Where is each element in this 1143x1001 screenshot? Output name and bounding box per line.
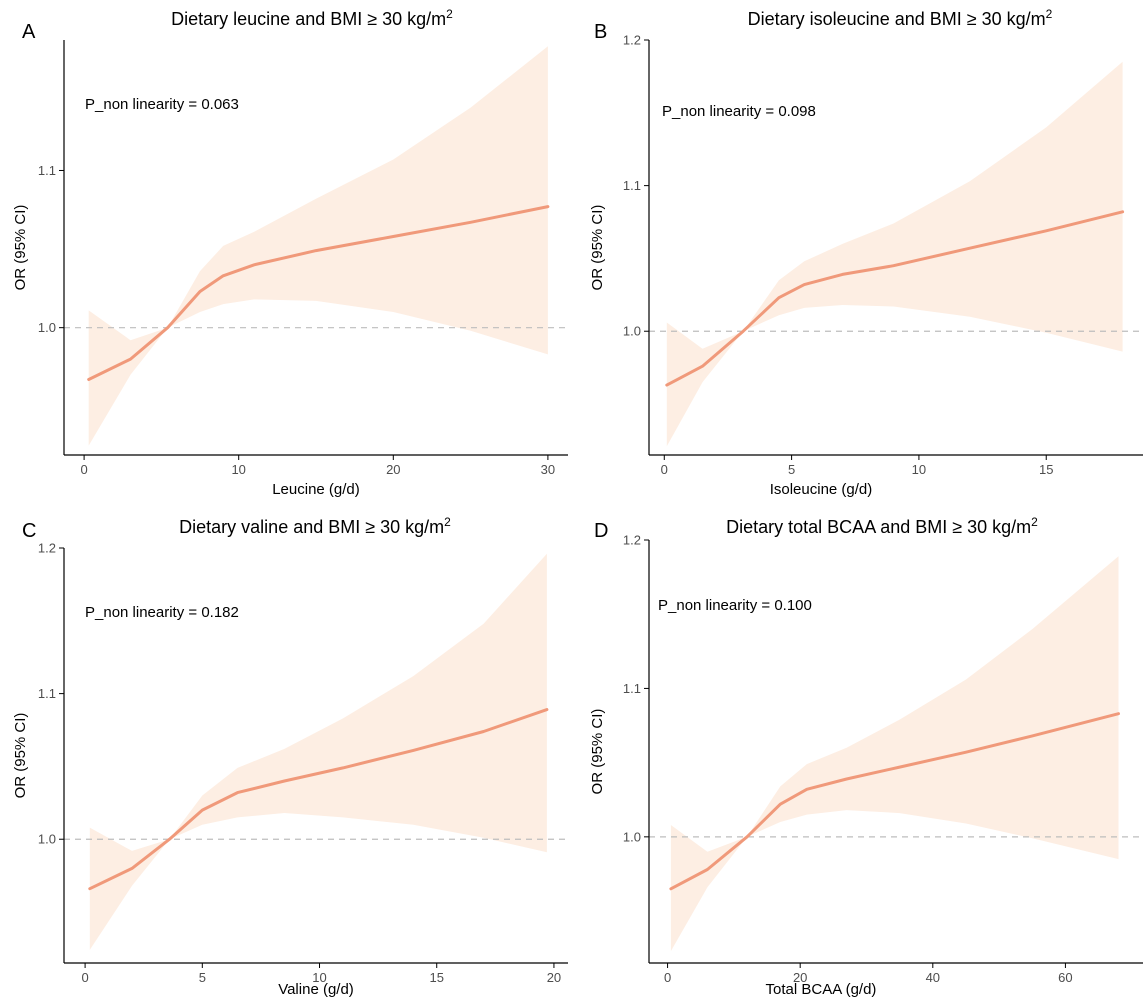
- panel-title-superscript: 2: [1031, 515, 1038, 529]
- panel-title: Dietary isoleucine and BMI ≥ 30 kg/m2: [748, 7, 1053, 29]
- panel-c: 0 5 10 15 20 1.0 1.1 1.2C Dietary valine and BMI…: [12, 515, 568, 998]
- x-tick-label: 60: [1058, 970, 1072, 985]
- panel-letter: C: [22, 520, 36, 542]
- confidence-band: [666, 61, 1123, 447]
- panel-b: 0 5 10 15 1.0 1.1 1.2 B Dietary isoleucine and B…: [589, 7, 1143, 498]
- x-axis-label: Leucine (g/d): [272, 481, 360, 498]
- panel-title-main: Dietary isoleucine and BMI ≥ 30 kg/m: [748, 9, 1046, 29]
- panel-letter: D: [594, 520, 608, 542]
- x-tick-label: 0: [80, 462, 87, 477]
- x-tick-label: 0: [664, 970, 671, 985]
- x-tick-label: 0: [661, 462, 668, 477]
- y-axis-label: OR (95% CI): [589, 709, 606, 795]
- y-tick-label: 1.0: [38, 320, 56, 335]
- confidence-band: [89, 553, 547, 950]
- x-axis-label: Total BCAA (g/d): [766, 981, 877, 998]
- x-tick-label: 20: [793, 970, 807, 985]
- y-tick-label: 1.2: [623, 33, 641, 48]
- or-line: [665, 210, 1125, 387]
- p-nonlinearity-annotation: P_non linearity = 0.098: [662, 103, 816, 120]
- panel-title: Dietary valine and BMI ≥ 30 kg/m2: [179, 515, 451, 537]
- x-tick-label: 30: [541, 462, 555, 477]
- or-line: [87, 205, 550, 381]
- or-line: [88, 708, 549, 891]
- y-axis-label: OR (95% CI): [589, 205, 606, 291]
- panel-title-superscript: 2: [446, 7, 453, 21]
- panel-title-main: Dietary leucine and BMI ≥ 30 kg/m: [171, 9, 446, 29]
- y-tick-label: 1.1: [623, 681, 641, 696]
- panel-a: 0 10 20 30 1.0 1.1 A Dietary leucine and BMI ≥ …: [12, 7, 568, 498]
- panel-title-superscript: 2: [1046, 7, 1053, 21]
- x-tick-label: 20: [547, 970, 561, 985]
- panel-title-main: Dietary total BCAA and BMI ≥ 30 kg/m: [726, 517, 1031, 537]
- panel-title: Dietary total BCAA and BMI ≥ 30 kg/m2: [726, 515, 1038, 537]
- y-tick-label: 1.2: [38, 541, 56, 556]
- x-tick-label: 5: [788, 462, 795, 477]
- y-tick-label: 1.1: [38, 686, 56, 701]
- x-axis-label: Isoleucine (g/d): [770, 481, 873, 498]
- y-tick-label: 1.1: [38, 163, 56, 178]
- x-tick-label: 10: [912, 462, 926, 477]
- panel-title-superscript: 2: [444, 515, 451, 529]
- x-tick-label: 10: [231, 462, 245, 477]
- p-nonlinearity-annotation: P_non linearity = 0.100: [658, 597, 812, 614]
- x-tick-label: 15: [1039, 462, 1053, 477]
- panel-d: 0 20 40 60 1.0 1.1 1.2 D Dietary total BCAA and …: [589, 515, 1143, 998]
- x-tick-label: 10: [312, 970, 326, 985]
- confidence-band: [88, 46, 548, 446]
- x-axis-label: Valine (g/d): [278, 981, 354, 998]
- x-tick-label: 5: [199, 970, 206, 985]
- y-tick-label: 1.0: [623, 829, 641, 844]
- panel-letter: A: [22, 21, 36, 43]
- panel-title-main: Dietary valine and BMI ≥ 30 kg/m: [179, 517, 444, 537]
- panel-title: Dietary leucine and BMI ≥ 30 kg/m2: [171, 7, 453, 29]
- y-tick-label: 1.0: [623, 324, 641, 339]
- x-tick-label: 20: [386, 462, 400, 477]
- y-axis-label: OR (95% CI): [12, 205, 29, 291]
- y-tick-label: 1.1: [623, 178, 641, 193]
- confidence-band: [670, 556, 1119, 952]
- p-nonlinearity-annotation: P_non linearity = 0.182: [85, 604, 239, 621]
- y-tick-label: 1.0: [38, 832, 56, 847]
- x-tick-label: 40: [926, 970, 940, 985]
- or-line: [669, 712, 1120, 891]
- panel-letter: B: [594, 21, 607, 43]
- x-tick-label: 0: [81, 970, 88, 985]
- y-tick-label: 1.2: [623, 533, 641, 548]
- y-axis-label: OR (95% CI): [12, 713, 29, 799]
- x-tick-label: 15: [429, 970, 443, 985]
- p-nonlinearity-annotation: P_non linearity = 0.063: [85, 96, 239, 113]
